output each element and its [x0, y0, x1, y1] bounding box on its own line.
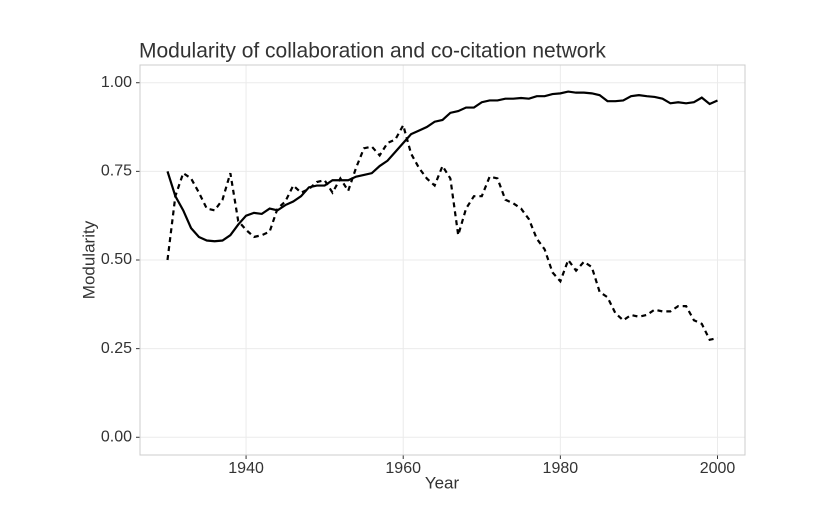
y-tick-label: 0.75 [101, 163, 132, 180]
panel-border [139, 64, 746, 456]
x-axis-label: Year [425, 473, 460, 492]
x-tick-label: 2000 [700, 460, 736, 477]
y-tick-label: 0.00 [101, 428, 132, 445]
y-tick-label: 1.00 [101, 74, 132, 91]
series-line [166, 90, 718, 243]
series-line [166, 122, 718, 342]
y-tick-label: 0.50 [101, 251, 132, 268]
y-axis-label: Modularity [79, 220, 98, 299]
x-tick-label: 1960 [385, 460, 421, 477]
y-tick-label: 0.25 [101, 340, 132, 357]
chart-title: Modularity of collaboration and co-citat… [139, 40, 606, 63]
x-tick-label: 1980 [543, 460, 579, 477]
x-tick-label: 1940 [228, 460, 264, 477]
